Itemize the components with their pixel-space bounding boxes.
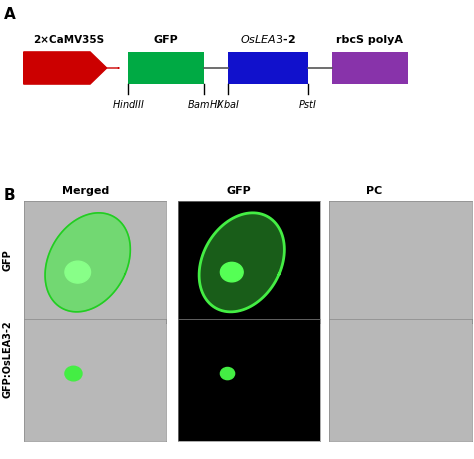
Text: 2×CaMV35S: 2×CaMV35S xyxy=(33,34,104,45)
Text: $\it{HindIII}$: $\it{HindIII}$ xyxy=(111,97,145,109)
Polygon shape xyxy=(45,213,130,312)
Text: PC: PC xyxy=(366,185,383,195)
Text: B: B xyxy=(4,187,16,202)
Bar xyxy=(228,53,308,85)
Circle shape xyxy=(65,262,91,284)
Text: $\it{PstI}$: $\it{PstI}$ xyxy=(299,97,318,109)
Text: GFP:OsLEA3-2: GFP:OsLEA3-2 xyxy=(2,319,12,397)
Text: GFP: GFP xyxy=(154,34,178,45)
Text: $\it{BamHI}$: $\it{BamHI}$ xyxy=(187,97,221,109)
Text: $\it{XbaI}$: $\it{XbaI}$ xyxy=(216,97,239,109)
Text: Merged: Merged xyxy=(62,185,109,195)
Text: rbcS polyA: rbcS polyA xyxy=(336,34,403,45)
Text: $\it{OsLEA3}$-2: $\it{OsLEA3}$-2 xyxy=(240,33,296,45)
Text: A: A xyxy=(4,7,16,22)
Bar xyxy=(332,53,408,85)
Polygon shape xyxy=(199,213,284,312)
Text: GFP: GFP xyxy=(2,248,12,270)
Bar xyxy=(128,53,204,85)
Text: GFP: GFP xyxy=(227,185,252,195)
Circle shape xyxy=(220,368,235,380)
Circle shape xyxy=(65,366,82,381)
FancyArrow shape xyxy=(24,53,107,85)
Circle shape xyxy=(220,263,243,282)
